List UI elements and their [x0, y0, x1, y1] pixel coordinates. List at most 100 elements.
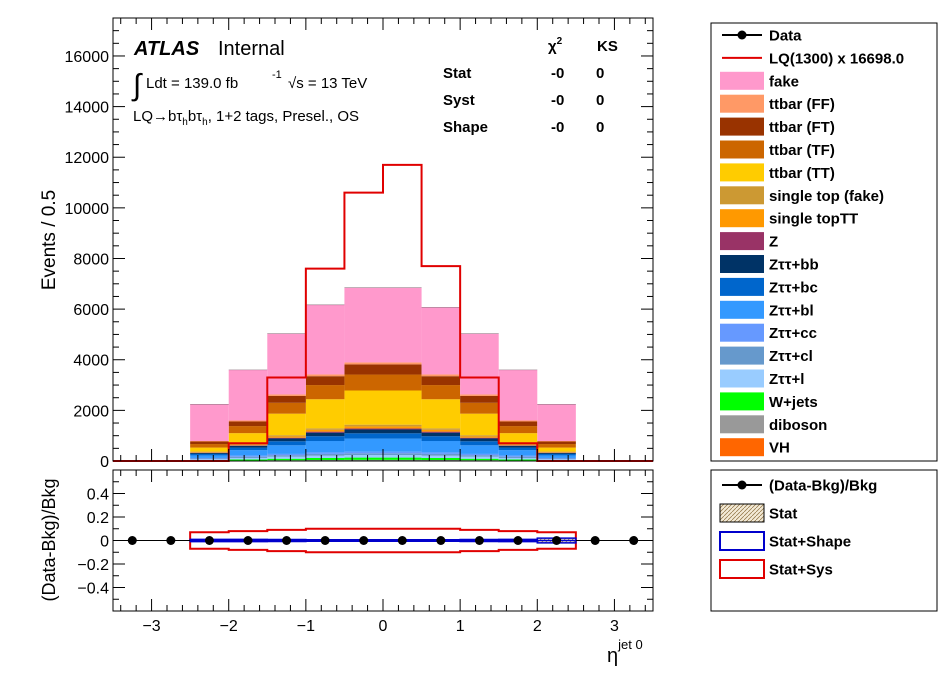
- legend-swatch: [720, 186, 764, 204]
- stack-bar-single_top_tt: [460, 436, 499, 437]
- ratio-data-point: [514, 536, 523, 545]
- stack-bar-z: [229, 445, 268, 446]
- stack-bar-ttbar_ff: [422, 374, 461, 376]
- stack-bar-wjets: [383, 458, 422, 460]
- ratio-y-tick-label: 0: [100, 534, 109, 551]
- ratio-data-point: [128, 536, 137, 545]
- stack-bar-ttbar_ff: [383, 362, 422, 364]
- stack-bar-ztt_bc: [267, 441, 306, 445]
- luminosity-exponent: -1: [272, 69, 282, 81]
- stack-bar-ztt_cc: [383, 452, 422, 454]
- stack-bar-ztt_cl: [499, 457, 538, 458]
- y-tick-label: 14000: [65, 100, 110, 117]
- ratio-data-point: [629, 536, 638, 545]
- stack-bar-single_top_tt: [267, 436, 306, 437]
- stack-bar-ztt_l: [422, 456, 461, 458]
- stack-bar-ztt_cl: [422, 454, 461, 456]
- stack-bar-ztt_bc: [229, 448, 268, 451]
- stack-bar-ztt_cc: [537, 458, 576, 459]
- stack-bar-single_top_fake: [190, 452, 229, 453]
- legend-label: Data: [769, 28, 802, 45]
- stack-bar-z: [344, 428, 383, 429]
- x-axis-label: ηjet 0: [607, 637, 643, 667]
- stack-bar-ztt_bc: [383, 433, 422, 438]
- ratio-data-point: [359, 536, 368, 545]
- stack-bar-single_top_tt: [499, 445, 538, 446]
- stack-bar-single_top_tt: [306, 430, 345, 432]
- x-tick-label: 2: [533, 618, 542, 635]
- stats-row-ks: 0: [596, 92, 604, 109]
- stack-bar-ttbar_tf: [229, 426, 268, 433]
- y-tick-label: 4000: [73, 353, 109, 370]
- ratio-data-point: [244, 536, 253, 545]
- x-tick-label: −2: [220, 618, 238, 635]
- stack-bar-ttbar_ff: [229, 420, 268, 421]
- stack-bar-ztt_cc: [306, 452, 345, 454]
- stack-bar-ztt_l: [306, 456, 345, 458]
- stack-bar-ztt_l: [229, 458, 268, 460]
- stats-row-ks: 0: [596, 65, 604, 82]
- stack-bar-ttbar_ft: [344, 364, 383, 374]
- stack-bar-ttbar_tt: [306, 399, 345, 428]
- stack-bar-ttbar_tt: [267, 414, 306, 436]
- legend-label: ttbar (TF): [769, 142, 835, 159]
- stack-bar-ttbar_tf: [267, 403, 306, 414]
- legend-label: single top (fake): [769, 188, 884, 205]
- stack-bar-ztt_bc: [344, 433, 383, 438]
- stack-bar-ttbar_tf: [537, 444, 576, 448]
- legend-label: Stat+Sys: [769, 562, 833, 579]
- legend-label: LQ(1300) x 16698.0: [769, 50, 904, 67]
- stack-bar-ttbar_tf: [344, 375, 383, 391]
- ratio-data-point: [282, 536, 291, 545]
- stack-bar-fake: [267, 334, 306, 395]
- stack-bar-single_top_fake: [267, 435, 306, 436]
- main-y-axis-label: Events / 0.5: [39, 190, 60, 290]
- stack-bar-ztt_l: [267, 457, 306, 459]
- stack-bar-ztt_cl: [229, 457, 268, 458]
- stack-bar-ztt_cc: [460, 454, 499, 455]
- stack-bar-ztt_bb: [306, 433, 345, 437]
- ratio-data-point: [552, 536, 561, 545]
- stack-bar-ztt_cc: [190, 458, 229, 459]
- legend-label: Zττ+l: [769, 371, 804, 388]
- stack-bar-wjets: [267, 459, 306, 461]
- legend-label: (Data-Bkg)/Bkg: [769, 478, 877, 495]
- stack-bar-single_top_tt: [422, 430, 461, 432]
- stack-bar-fake: [190, 404, 229, 441]
- x-tick-label: 1: [456, 618, 465, 635]
- stack-bar-ztt_bl: [422, 441, 461, 452]
- stack-bar-ttbar_ff: [460, 394, 499, 396]
- stack-bar-ttbar_ft: [422, 376, 461, 385]
- stack-bar-ttbar_ff: [190, 441, 229, 442]
- x-tick-label: 0: [379, 618, 388, 635]
- legend-label: Zττ+bc: [769, 279, 818, 296]
- stack-bar-ztt_bc: [306, 436, 345, 441]
- legend-swatch: [720, 209, 764, 227]
- y-tick-label: 16000: [65, 49, 110, 66]
- stats-row-chi2: -0: [551, 65, 564, 82]
- stack-bar-ttbar_tt: [499, 433, 538, 444]
- stack-bar-fake: [229, 370, 268, 421]
- stats-row-chi2: -0: [551, 119, 564, 136]
- legend-swatch: [720, 392, 764, 410]
- stack-bar-ztt_bb: [344, 429, 383, 433]
- stack-bar-ztt_cl: [190, 458, 229, 459]
- stack-bar-ttbar_tt: [422, 399, 461, 428]
- stack-bar-ztt_bl: [460, 445, 499, 454]
- stack-bar-ttbar_tf: [383, 375, 422, 391]
- stack-bar-ttbar_ft: [229, 422, 268, 427]
- stack-bar-fake: [383, 288, 422, 363]
- stack-bar-single_top_tt: [383, 426, 422, 428]
- stack-bar-ttbar_ft: [537, 442, 576, 445]
- stack-bar-ztt_bc: [537, 454, 576, 456]
- stack-bar-ztt_cc: [267, 454, 306, 455]
- legend-marker-dot: [738, 31, 747, 40]
- stack-bar-ttbar_ff: [306, 374, 345, 376]
- stack-bar-ztt_bb: [537, 453, 576, 454]
- stack-bar-ztt_bc: [499, 448, 538, 451]
- y-tick-label: 10000: [65, 201, 110, 218]
- legend-swatch: [720, 255, 764, 273]
- y-tick-label: 8000: [73, 251, 109, 268]
